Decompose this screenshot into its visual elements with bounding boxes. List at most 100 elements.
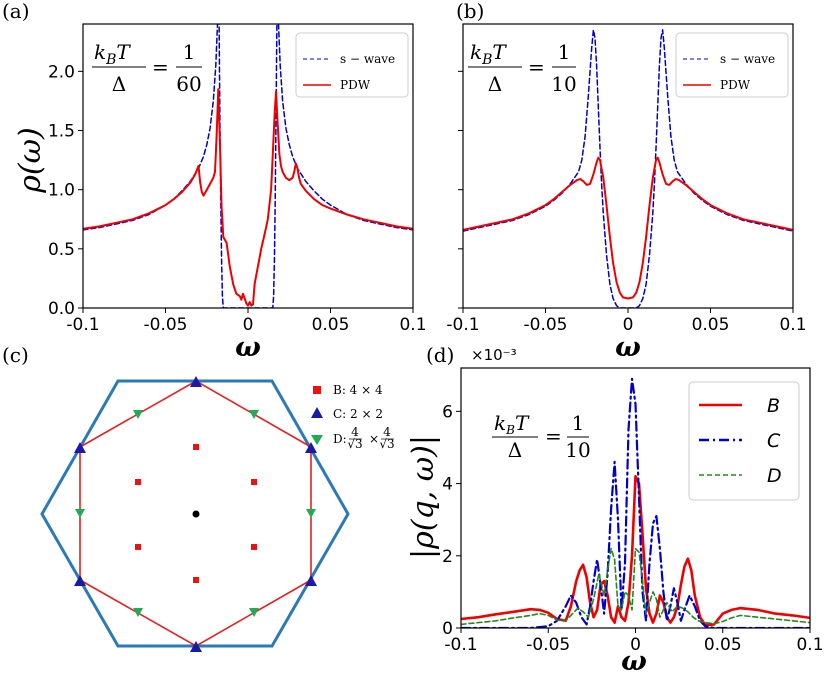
ann-d-den: Δ — [508, 438, 522, 462]
annotation-b: kBT Δ = 1 10 — [468, 40, 577, 96]
legend-c-d-marker — [311, 435, 323, 445]
panel-a: (a) ρ(ω) ω -0.1 -0.05 0 0.05 0.1 0.0 0.5 1.0 1.5… — [2, 0, 427, 363]
xtick-label: 0.05 — [704, 635, 742, 655]
ticks-a: -0.1 -0.05 0 0.05 0.1 0.0 0.5 1.0 1.5 2.0 — [48, 62, 427, 335]
point-b-3 — [251, 479, 257, 485]
point-d-5 — [133, 608, 143, 617]
legend-d-d: D — [767, 465, 782, 487]
xtick-label: 0 — [623, 315, 634, 335]
series-b-line — [461, 475, 810, 627]
ticks-b: -0.1 -0.05 0 0.05 0.1 — [446, 70, 807, 335]
legend-c-d-den1: √3 — [347, 437, 362, 451]
xtick-label: -0.1 — [446, 315, 479, 335]
xlabel-d: ω — [621, 646, 647, 673]
point-d-4 — [249, 608, 259, 617]
gamma-point — [192, 510, 200, 518]
legend-c-d-num2: 4 — [383, 425, 391, 439]
b-points — [135, 444, 257, 583]
panel-d: (d) ×10⁻³ |ρ(q, ω)| ω -0.1 -0.05 0 0.05 0.1 0… — [406, 343, 824, 673]
legend-a-swave: s − wave — [340, 52, 395, 66]
panel-label-a: (a) — [2, 0, 30, 23]
ann-b-den: Δ — [488, 72, 502, 96]
point-b-2 — [135, 479, 141, 485]
xlabel-a: ω — [235, 332, 261, 363]
d-points — [75, 410, 316, 617]
xtick-label: -0.05 — [524, 315, 568, 335]
legend-c-c: C: 2 × 2 — [333, 407, 383, 421]
plot-area-b — [463, 29, 793, 308]
point-d-2 — [249, 410, 259, 419]
xtick-label: -0.1 — [66, 315, 99, 335]
y-exponent-d: ×10⁻³ — [471, 346, 517, 364]
ticks-d: -0.1 -0.05 0 0.05 0.1 0 2 4 6 — [442, 402, 823, 655]
panel-label-b: (b) — [456, 0, 484, 23]
ann-a-sub: B — [105, 52, 116, 68]
svg-text:kBT: kBT — [470, 40, 507, 68]
series-pdw-line — [463, 156, 793, 300]
legend-d: B C D — [688, 381, 800, 501]
legend-c-d-pre: D: — [333, 432, 347, 446]
point-d-3 — [306, 509, 316, 518]
legend-b-pdw: PDW — [720, 78, 751, 92]
ann-a-T: T — [116, 40, 131, 64]
ann-a-num: 1 — [183, 40, 196, 64]
legend-c-c-marker — [311, 407, 323, 418]
xtick-label: 0.1 — [796, 635, 823, 655]
ytick-label: 0 — [442, 619, 453, 639]
ann-a-k: k — [94, 40, 106, 64]
ann-a-den: Δ — [112, 72, 126, 96]
ytick-label: 0.0 — [48, 299, 75, 319]
ann-d-den2: 10 — [565, 438, 590, 462]
legend-c-b: B: 4 × 4 — [333, 383, 383, 397]
legend-c: B: 4 × 4 C: 2 × 2 D: 4 √3 × 4 √3 — [311, 383, 395, 451]
legend-d-b: B — [767, 395, 780, 417]
ann-b-eq: = — [528, 55, 545, 79]
ytick-label: 1.0 — [48, 181, 75, 201]
panel-c: (c) B: 4 × — [2, 343, 395, 652]
xtick-label: -0.05 — [526, 635, 570, 655]
ann-d-k: k — [494, 411, 506, 435]
series-d-line — [461, 547, 810, 626]
ann-d-T: T — [515, 411, 530, 435]
point-c-1 — [190, 376, 202, 387]
ytick-label: 4 — [442, 475, 453, 495]
ytick-label: 6 — [442, 402, 453, 422]
ann-d-num: 1 — [572, 411, 585, 435]
brillouin-zone-hexagon — [40, 379, 350, 648]
legend-d-c: C — [767, 430, 781, 452]
ytick-label: 2.0 — [48, 62, 75, 82]
xtick-label: 0.1 — [779, 315, 806, 335]
annotation-d: kBT Δ = 1 10 — [492, 411, 591, 462]
point-b-4 — [135, 544, 141, 550]
point-c-4 — [190, 641, 202, 652]
point-c-5 — [74, 575, 86, 586]
point-b-5 — [251, 544, 257, 550]
panel-label-d: (d) — [426, 343, 454, 367]
ann-b-T: T — [492, 40, 507, 64]
point-c-6 — [74, 442, 86, 453]
legend-a: s − wave PDW — [295, 32, 409, 98]
point-d-1 — [133, 410, 143, 419]
plot-area-a — [83, 24, 413, 308]
xtick-label: 0.05 — [692, 315, 730, 335]
point-b-1 — [193, 444, 199, 450]
point-d-6 — [75, 509, 85, 518]
ann-b-k: k — [470, 40, 482, 64]
xlabel-b: ω — [615, 332, 641, 363]
svg-text:D:: D: — [333, 432, 347, 446]
ann-a-den2: 60 — [176, 72, 201, 96]
ann-a-eq: = — [152, 55, 169, 79]
legend-b: s − wave PDW — [675, 32, 789, 98]
series-pdw-line — [83, 88, 413, 307]
ytick-label: 1.5 — [48, 122, 75, 142]
annotation-a: kBT Δ = 1 60 — [92, 40, 202, 96]
ann-b-den2: 10 — [551, 72, 576, 96]
ytick-label: 0.5 — [48, 240, 75, 260]
c-points — [74, 376, 317, 652]
xtick-label: -0.1 — [444, 635, 477, 655]
legend-b-swave: s − wave — [720, 52, 775, 66]
plot-area-d — [461, 377, 810, 628]
series-swave-line — [463, 29, 793, 308]
ann-d-sub: B — [505, 423, 515, 437]
